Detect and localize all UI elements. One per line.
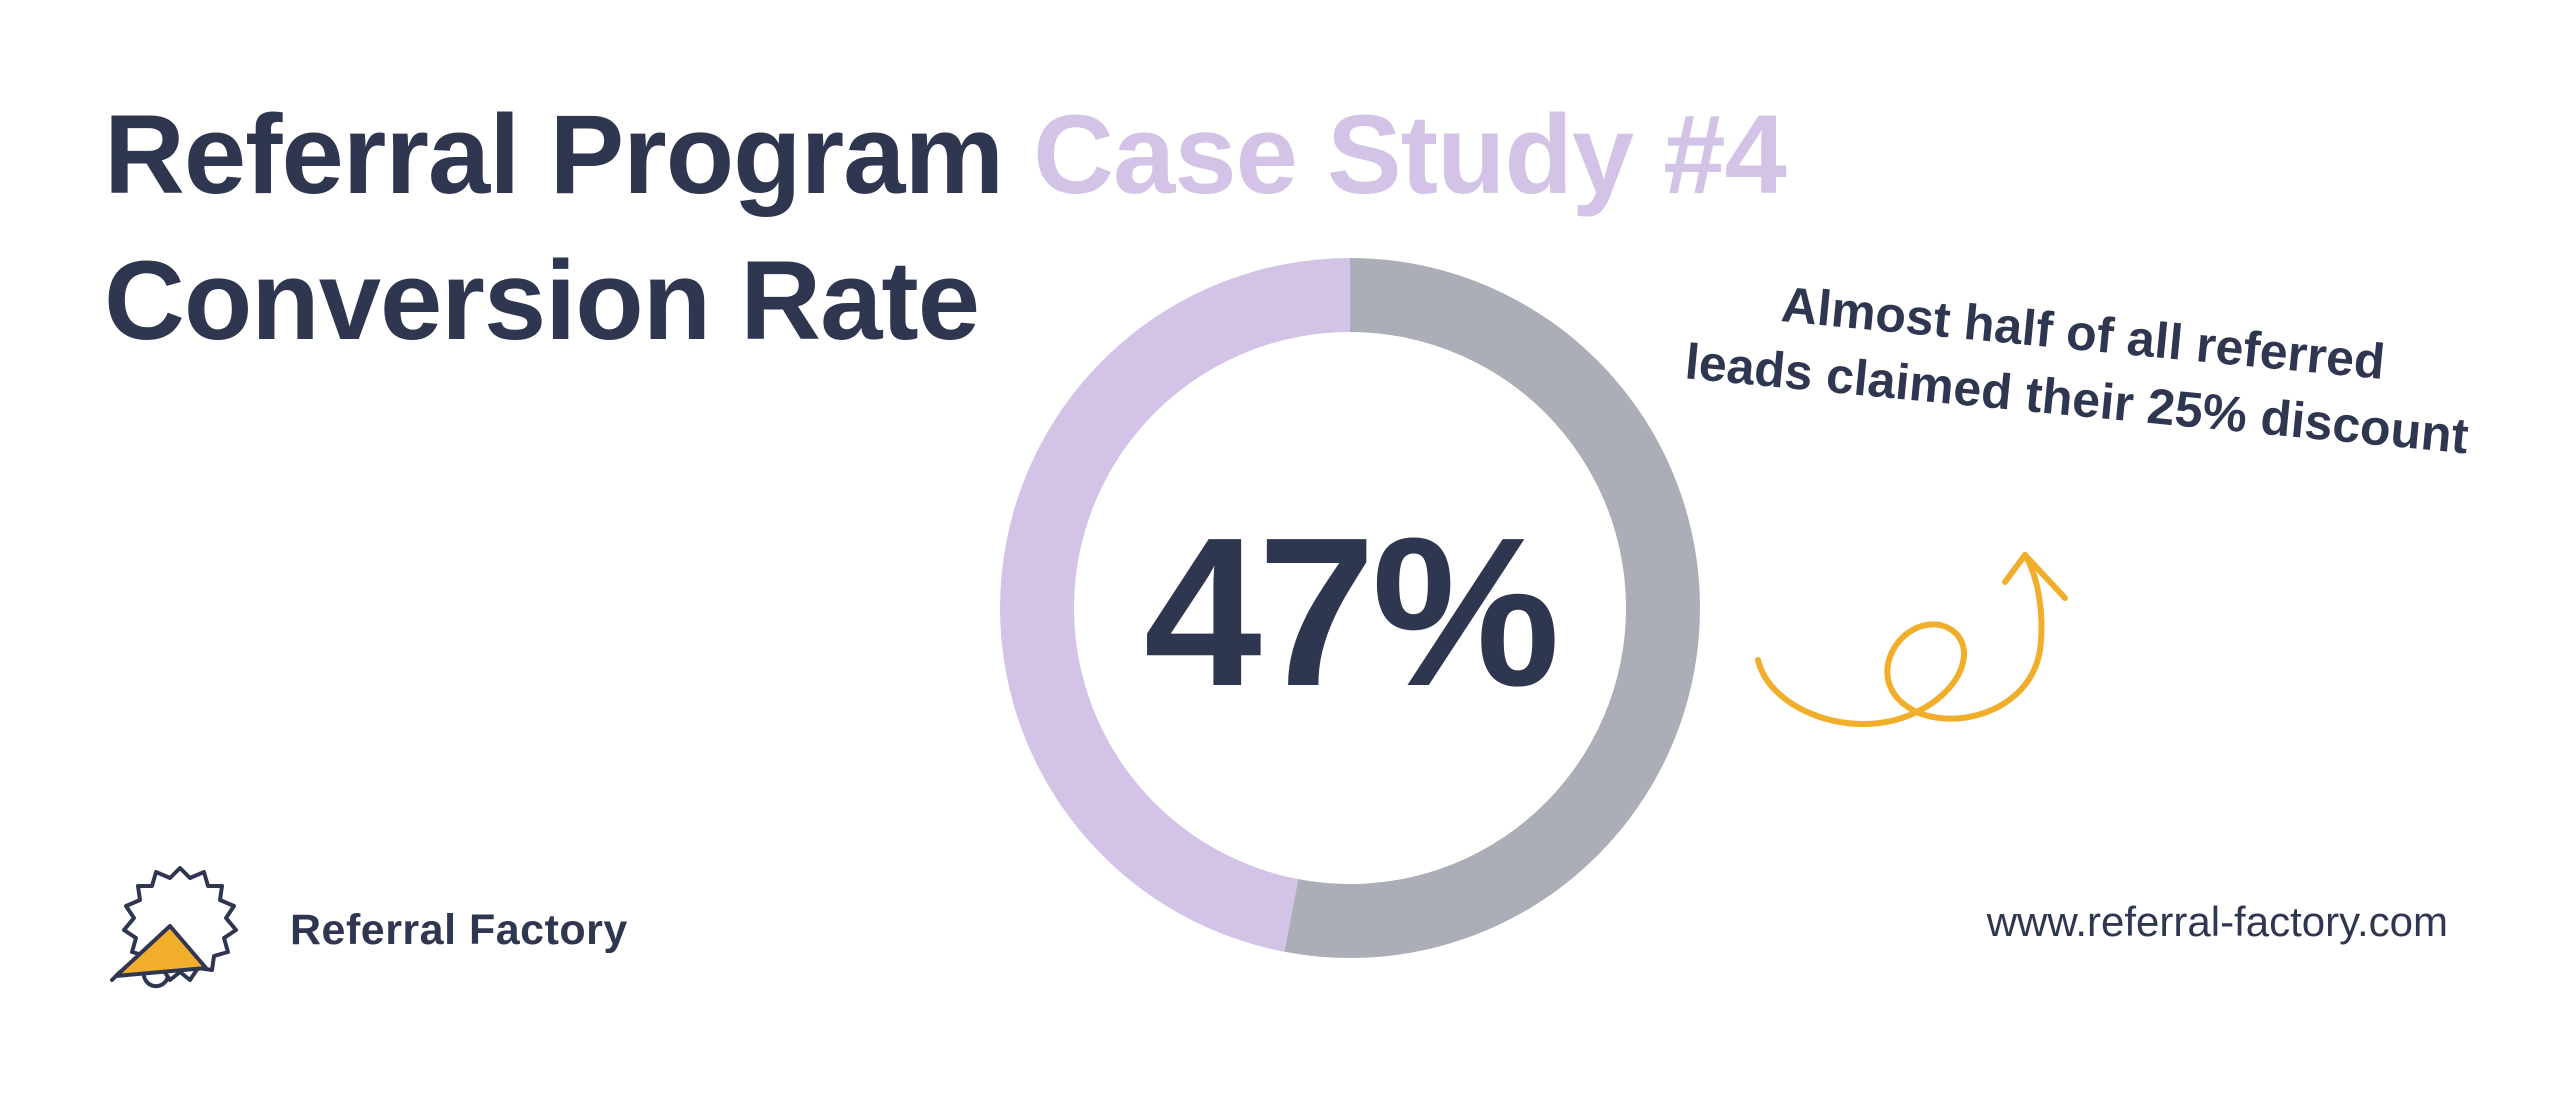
brand[interactable]: Referral Factory <box>108 860 628 1000</box>
donut-chart-svg <box>1000 258 1700 958</box>
title-accent-text: Case Study #4 <box>1033 92 1787 217</box>
brand-name: Referral Factory <box>290 905 628 954</box>
website-link[interactable]: www.referral-factory.com <box>1986 898 2448 945</box>
callout-text: Almost half of all referred leads claime… <box>1636 258 2525 474</box>
page-title: Referral Program Case Study #4 Conversio… <box>104 82 1787 374</box>
megaphone-icon <box>110 866 238 989</box>
donut-slice-2 <box>1284 258 1700 958</box>
donut-center-value: 47% <box>1143 493 1560 730</box>
donut-chart: 47% <box>992 250 1708 966</box>
donut-slice-1 <box>1000 258 1350 952</box>
title-main-text: Referral Program <box>104 92 1034 217</box>
curly-arrow-icon <box>1755 552 2068 727</box>
title-line-2: Conversion Rate <box>104 238 980 363</box>
title-line-1: Referral Program Case Study #4 <box>104 82 1787 228</box>
